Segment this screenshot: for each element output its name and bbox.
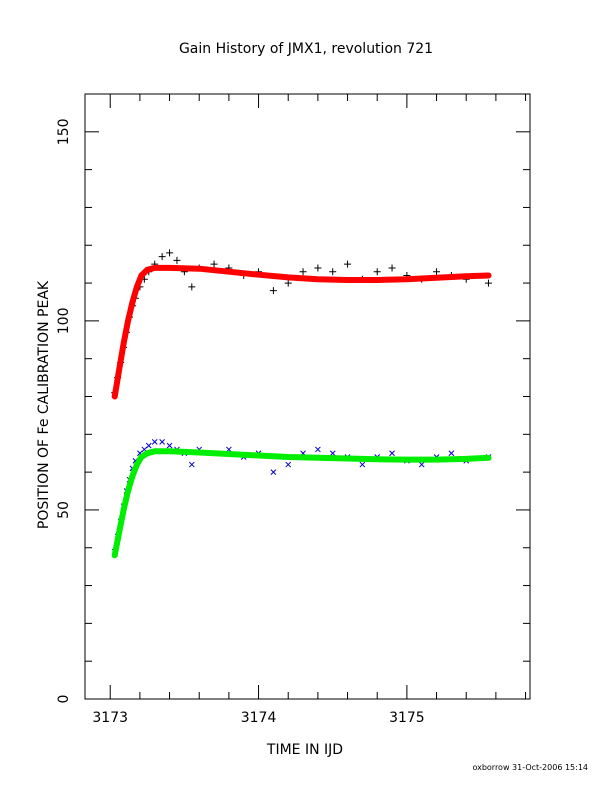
data-point: [359, 461, 366, 468]
series: [111, 264, 492, 400]
chart-title: Gain History of JMX1, revolution 721: [179, 41, 433, 57]
series: [111, 448, 492, 559]
y-tick-label: 50: [56, 501, 72, 519]
series: [111, 249, 492, 397]
data-point: [344, 260, 352, 268]
data-point: [484, 279, 492, 287]
data-point: [389, 450, 395, 457]
data-point: [270, 469, 277, 475]
x-tick-label: 3173: [92, 710, 128, 726]
x-tick-label: 3174: [241, 710, 277, 726]
data-point: [284, 279, 292, 287]
data-point: [433, 268, 441, 276]
data-point: [315, 446, 321, 453]
fit-curve: [111, 448, 492, 559]
data-point: [299, 268, 307, 276]
data-point: [210, 260, 218, 268]
y-tick-label: 100: [56, 308, 72, 335]
data-point: [151, 439, 158, 445]
data-point: [173, 256, 181, 264]
series-layer: [111, 249, 492, 559]
fit-curve: [111, 264, 492, 400]
footer-stamp: oxborrow 31-Oct-2006 15:14: [472, 763, 588, 772]
data-point: [145, 442, 152, 449]
data-point: [166, 442, 173, 449]
data-point: [329, 450, 336, 457]
data-point: [269, 287, 277, 295]
data-point: [188, 461, 195, 468]
data-point: [159, 439, 165, 445]
data-point: [166, 249, 174, 257]
data-point: [448, 450, 455, 457]
y-tick-label: 150: [56, 118, 72, 145]
data-point: [388, 264, 396, 272]
y-axis-label: POSITION OF Fe CALIBRATION PEAK: [36, 280, 52, 529]
data-point: [418, 461, 425, 468]
data-point: [158, 253, 166, 261]
data-point: [373, 268, 381, 276]
x-tick-label: 3175: [389, 710, 425, 726]
data-point: [329, 268, 337, 276]
data-point: [314, 264, 322, 272]
data-point: [188, 283, 196, 291]
plot-frame: [84, 93, 531, 700]
x-axis-label: TIME IN IJD: [266, 742, 343, 758]
data-point: [285, 461, 292, 468]
y-tick-label: 0: [56, 695, 72, 704]
x-axis-ticks: 3173 3174 3175: [92, 94, 527, 726]
y-axis-ticks: 0 50 100 150: [56, 93, 530, 704]
